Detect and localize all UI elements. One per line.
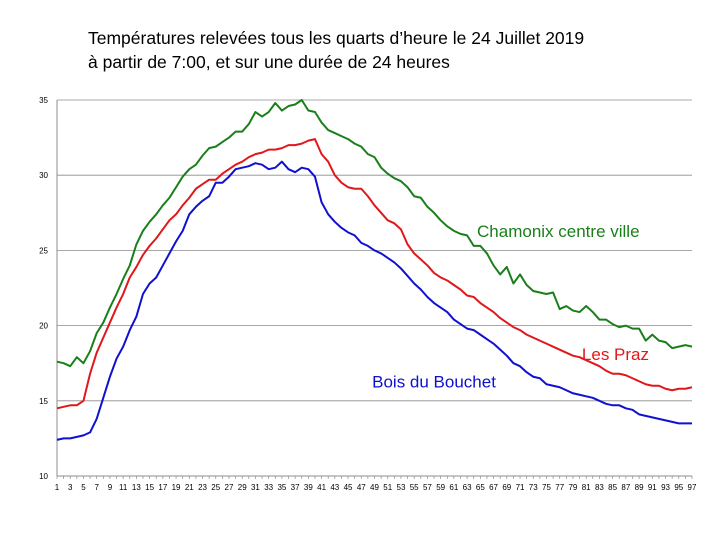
x-tick-label-59: 59: [436, 483, 445, 492]
chart-title-block: Températures relevées tous les quarts d’…: [88, 26, 708, 74]
x-tick-label-87: 87: [621, 483, 630, 492]
series-label-3: Bois du Bouchet: [372, 372, 496, 391]
x-tick-label-69: 69: [502, 483, 511, 492]
x-tick-label-51: 51: [383, 483, 392, 492]
series-line-1: [56, 99, 693, 368]
y-tick-label-35: 35: [39, 96, 48, 105]
x-tick-label-67: 67: [489, 483, 498, 492]
x-tick-label-35: 35: [277, 483, 286, 492]
x-tick-label-11: 11: [119, 483, 128, 492]
y-tick-label-15: 15: [39, 397, 48, 406]
x-tick-label-19: 19: [172, 483, 181, 492]
x-tick-label-17: 17: [158, 483, 167, 492]
x-tick-label-5: 5: [81, 483, 86, 492]
x-tick-label-21: 21: [185, 483, 194, 492]
x-tick-label-37: 37: [291, 483, 300, 492]
x-tick-label-71: 71: [516, 483, 525, 492]
x-tick-label-57: 57: [423, 483, 432, 492]
series-labels: Chamonix centre ville Les Praz Bois du Bou…: [372, 222, 649, 391]
x-tick-label-45: 45: [344, 483, 353, 492]
x-tick-label-43: 43: [330, 483, 339, 492]
x-tick-label-55: 55: [410, 483, 419, 492]
x-tick-label-31: 31: [251, 483, 260, 492]
x-tick-label-3: 3: [68, 483, 73, 492]
x-tick-label-1: 1: [55, 483, 60, 492]
x-tick-label-95: 95: [674, 483, 683, 492]
x-tick-label-53: 53: [397, 483, 406, 492]
series-label-2: Les Praz: [582, 345, 649, 364]
chart-title: Températures relevées tous les quarts d’…: [88, 28, 585, 48]
x-tick-label-15: 15: [145, 483, 154, 492]
x-tick-label-41: 41: [317, 483, 326, 492]
x-tick-label-23: 23: [198, 483, 207, 492]
y-tick-label-10: 10: [39, 472, 48, 481]
x-tick-label-39: 39: [304, 483, 313, 492]
x-tick-label-27: 27: [225, 483, 234, 492]
x-tick-label-93: 93: [661, 483, 670, 492]
x-tick-label-97: 97: [688, 483, 697, 492]
x-tick-label-79: 79: [568, 483, 577, 492]
series-label-1: Chamonix centre ville: [477, 222, 640, 241]
x-tick-label-81: 81: [582, 483, 591, 492]
x-tick-label-65: 65: [476, 483, 485, 492]
x-tick-label-75: 75: [542, 483, 551, 492]
x-tick-label-7: 7: [94, 483, 99, 492]
x-tick-label-25: 25: [211, 483, 220, 492]
series-line-3: [56, 160, 692, 441]
y-tick-label-25: 25: [39, 246, 48, 255]
x-tick-label-91: 91: [648, 483, 657, 492]
x-tick-label-77: 77: [555, 483, 564, 492]
x-tick-label-89: 89: [635, 483, 644, 492]
x-tick-label-33: 33: [264, 483, 273, 492]
x-tick-label-63: 63: [463, 483, 472, 492]
series-line-2: [56, 138, 693, 410]
chart-subtitle: à partir de 7:00, et sur une durée de 24…: [88, 52, 450, 72]
x-tick-label-73: 73: [529, 483, 538, 492]
x-tick-label-61: 61: [449, 483, 458, 492]
series-lines: [56, 99, 693, 441]
x-tick-label-29: 29: [238, 483, 247, 492]
y-tick-label-30: 30: [39, 171, 48, 180]
x-tick-label-9: 9: [108, 483, 113, 492]
x-tick-label-85: 85: [608, 483, 617, 492]
x-tick-label-83: 83: [595, 483, 604, 492]
x-tick-label-47: 47: [357, 483, 366, 492]
y-tick-label-20: 20: [39, 322, 48, 331]
x-tick-label-13: 13: [132, 483, 141, 492]
x-tick-label-49: 49: [370, 483, 379, 492]
